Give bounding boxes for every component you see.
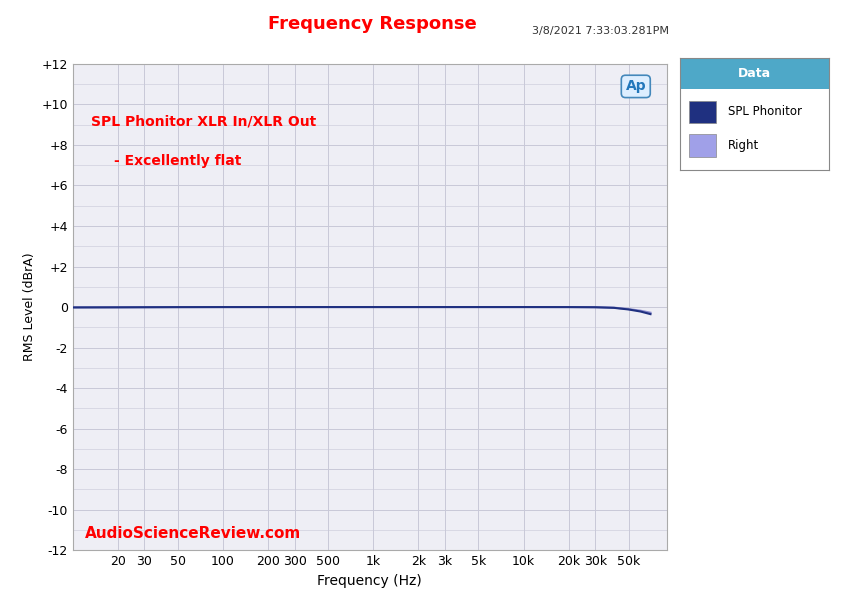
Text: Data: Data: [738, 67, 771, 80]
Bar: [689, 134, 716, 157]
Bar: [689, 100, 716, 123]
Text: SPL Phonitor: SPL Phonitor: [728, 105, 802, 118]
Text: SPL Phonitor XLR In/XLR Out: SPL Phonitor XLR In/XLR Out: [91, 115, 315, 129]
Text: Frequency Response: Frequency Response: [268, 15, 476, 33]
Text: Right: Right: [728, 139, 759, 152]
Bar: [680, 58, 829, 89]
Y-axis label: RMS Level (dBrA): RMS Level (dBrA): [23, 253, 36, 361]
Text: AudioScienceReview.com: AudioScienceReview.com: [85, 525, 301, 541]
Text: - Excellently flat: - Excellently flat: [115, 154, 242, 168]
X-axis label: Frequency (Hz): Frequency (Hz): [317, 574, 422, 588]
Text: Ap: Ap: [626, 80, 646, 94]
Text: 3/8/2021 7:33:03.281PM: 3/8/2021 7:33:03.281PM: [532, 26, 669, 35]
